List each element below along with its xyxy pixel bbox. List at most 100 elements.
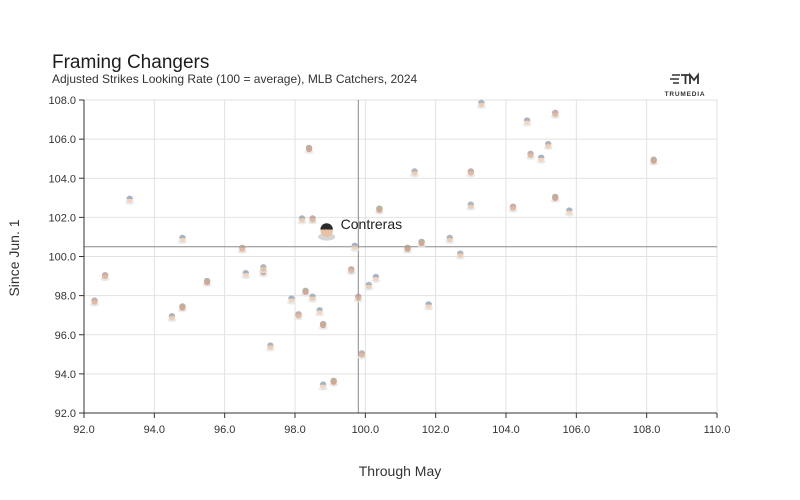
y-tick-label: 104.0 — [48, 173, 76, 185]
player-point — [297, 215, 307, 225]
data-points: Contreras — [90, 99, 659, 391]
highlighted-player-point — [318, 223, 336, 241]
cap-shape — [179, 234, 186, 239]
axes: 92.0 94.0 96.0 98.0 100.0 102.0 104.0 106.0 108.… — [48, 95, 730, 436]
cap-shape — [404, 244, 411, 248]
x-tick-label: 92.0 — [73, 424, 94, 436]
player-point — [90, 297, 100, 307]
x-tick-label: 102.0 — [422, 424, 450, 436]
cap-shape — [316, 307, 323, 311]
cap-shape — [179, 303, 186, 307]
player-point — [424, 301, 434, 311]
cap-shape — [650, 156, 657, 160]
y-tick-label: 94.0 — [55, 369, 76, 381]
y-tick-label: 102.0 — [48, 212, 76, 224]
cap-shape — [537, 154, 545, 158]
cap-shape — [330, 377, 337, 381]
player-point — [455, 250, 465, 260]
cap-shape — [376, 205, 383, 209]
player-point — [308, 215, 318, 225]
cap-shape — [446, 234, 454, 239]
player-point — [410, 168, 420, 178]
y-axis-label: Since Jun. 1 — [6, 219, 22, 296]
cap-shape — [365, 281, 373, 286]
cap-shape — [320, 223, 333, 230]
cap-shape — [260, 264, 267, 268]
chart-subtitle: Adjusted Strikes Looking Rate (100 = ave… — [52, 72, 418, 86]
x-tick-label: 96.0 — [214, 424, 235, 436]
player-point — [286, 295, 296, 305]
player-point — [466, 168, 476, 178]
player-point — [308, 293, 318, 303]
cap-shape — [509, 203, 517, 207]
cap-shape — [523, 117, 531, 121]
cap-shape — [467, 168, 475, 172]
player-point — [543, 140, 553, 150]
x-tick-label: 100.0 — [352, 424, 380, 436]
x-tick-label: 98.0 — [284, 424, 305, 436]
cap-shape — [411, 168, 418, 172]
cap-shape — [544, 140, 552, 145]
y-tick-label: 100.0 — [48, 252, 76, 264]
x-tick-label: 108.0 — [633, 424, 661, 436]
cap-shape — [456, 250, 464, 254]
player-point — [318, 320, 328, 330]
cap-shape — [203, 277, 211, 282]
player-point — [371, 273, 381, 284]
cap-shape — [309, 293, 316, 297]
x-tick-label: 104.0 — [492, 424, 520, 436]
y-tick-label: 108.0 — [48, 95, 76, 107]
chart-title: Framing Changers — [52, 52, 210, 73]
player-point — [466, 201, 476, 211]
cap-shape — [551, 193, 559, 198]
cap-shape — [295, 311, 302, 315]
cap-shape — [298, 215, 306, 219]
player-point — [294, 311, 304, 321]
player-point — [265, 342, 275, 352]
cap-shape — [478, 99, 485, 104]
player-point — [125, 195, 135, 205]
player-point — [536, 154, 546, 164]
player-point — [241, 270, 251, 280]
player-point — [350, 242, 360, 252]
x-axis-label: Through May — [359, 463, 441, 479]
cap-shape — [467, 201, 475, 205]
player-point — [550, 193, 560, 203]
cap-shape — [319, 320, 327, 325]
trumedia-logo-icon — [670, 72, 699, 84]
player-point — [649, 156, 659, 166]
player-point — [304, 144, 314, 154]
cap-shape — [238, 244, 246, 248]
cap-shape — [358, 350, 366, 354]
player-point — [177, 234, 187, 244]
player-point — [353, 293, 363, 303]
cap-shape — [242, 270, 250, 274]
y-tick-label: 98.0 — [55, 291, 76, 303]
cap-shape — [91, 297, 98, 301]
player-point — [550, 109, 560, 119]
player-point — [526, 150, 536, 160]
brand-name: TRUMEDIA — [664, 91, 706, 98]
y-tick-label: 106.0 — [48, 134, 76, 146]
cap-shape — [101, 271, 109, 276]
cap-shape — [566, 207, 573, 211]
cap-shape — [418, 238, 425, 243]
player-point — [564, 207, 574, 217]
cap-shape — [527, 150, 534, 154]
player-point — [374, 205, 384, 215]
player-point — [364, 281, 374, 291]
cap-shape — [372, 273, 380, 278]
cap-shape — [126, 195, 134, 199]
player-point — [301, 287, 311, 297]
player-point — [258, 264, 268, 274]
cap-shape — [288, 295, 295, 299]
player-point — [237, 244, 247, 254]
cap-shape — [305, 144, 313, 149]
cap-shape — [425, 301, 432, 305]
player-point — [357, 350, 367, 360]
player-point — [445, 234, 455, 244]
trumedia-logo: TRUMEDIA — [660, 72, 710, 98]
cap-shape — [319, 381, 327, 385]
x-tick-label: 94.0 — [144, 424, 165, 436]
